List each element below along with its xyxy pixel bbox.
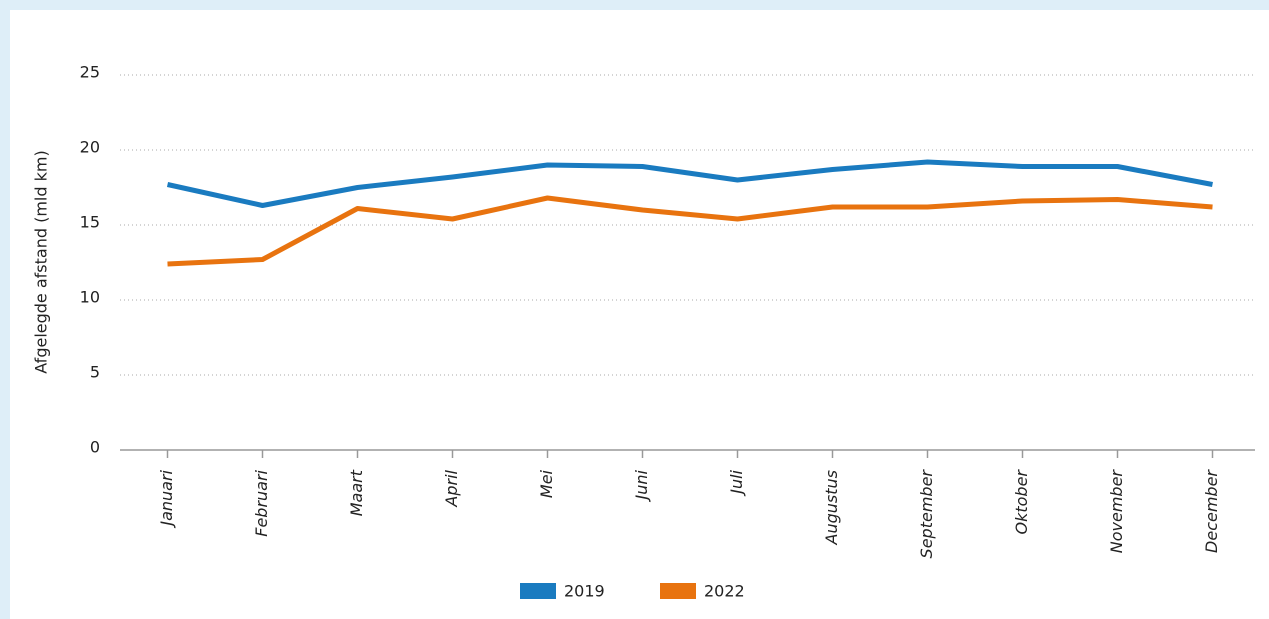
x-tick-label: Oktober [1012, 469, 1031, 535]
x-tick-label: December [1202, 469, 1221, 553]
x-tick-label: Februari [252, 469, 271, 536]
legend-label: 2022 [704, 582, 745, 601]
y-tick-label: 25 [80, 63, 100, 82]
legend-swatch [660, 583, 696, 599]
series-line [167, 195, 1213, 267]
x-tick-label: November [1107, 469, 1126, 554]
x-tick-label: Maart [347, 469, 366, 516]
y-axis-label: Afgelegde afstand (mld km) [32, 150, 51, 373]
y-tick-label: 10 [80, 288, 100, 307]
y-tick-label: 0 [90, 438, 100, 457]
x-tick-label: Januari [157, 469, 176, 528]
legend-swatch [520, 583, 556, 599]
y-tick-label: 5 [90, 363, 100, 382]
x-tick-label: Juni [632, 469, 651, 502]
x-tick-label: Juli [727, 469, 746, 496]
y-tick-label: 20 [80, 138, 100, 157]
panel [10, 10, 1269, 619]
x-tick-label: Augustus [822, 470, 841, 545]
x-tick-label: Mei [537, 469, 556, 498]
x-tick-label: April [442, 469, 461, 507]
y-tick-label: 15 [80, 213, 100, 232]
legend-label: 2019 [564, 582, 605, 601]
series-line [166, 159, 1213, 208]
x-tick-label: September [917, 469, 936, 559]
